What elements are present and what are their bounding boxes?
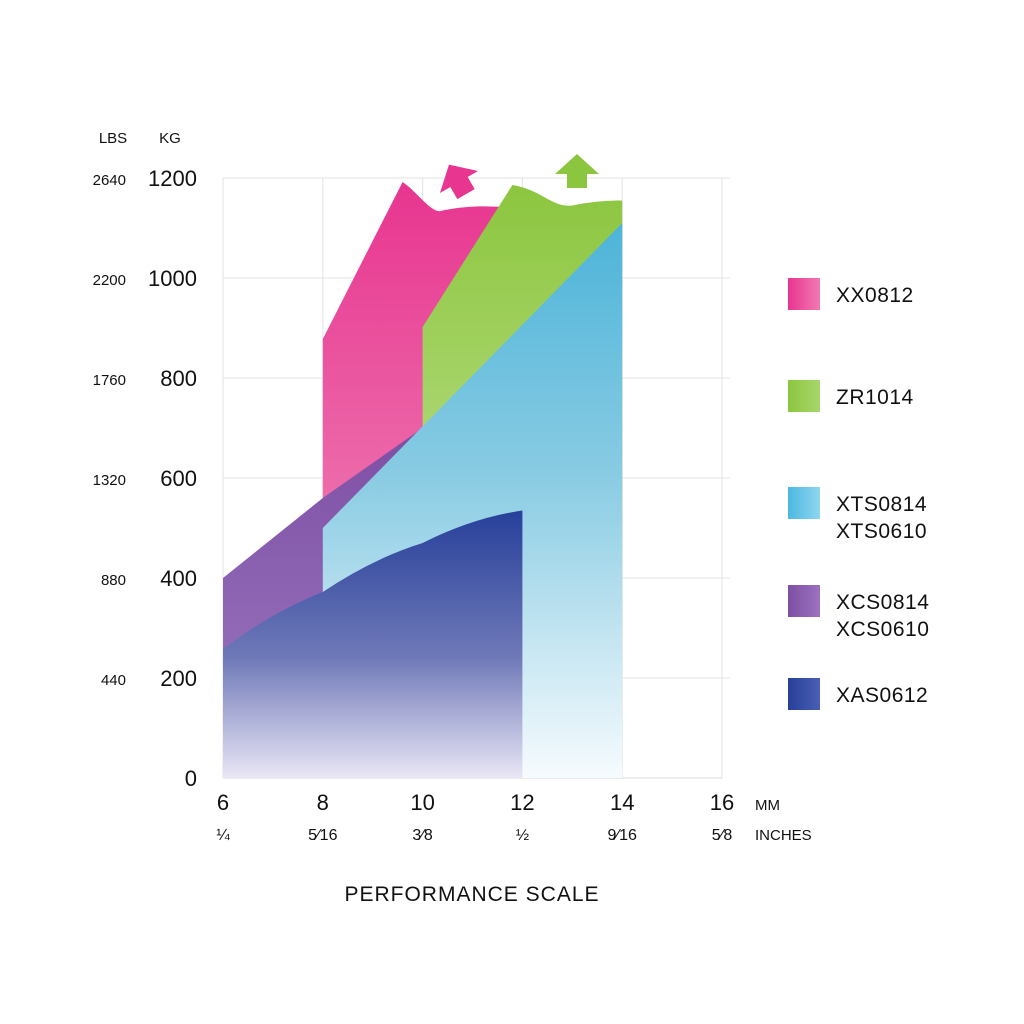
legend-label-line: XX0812 [836, 284, 914, 307]
x-tick-inches: ½ [516, 827, 529, 844]
arrow-up-icon [555, 154, 599, 188]
y-tick-lbs: 2640 [93, 172, 126, 189]
legend-label: ZR1014 [836, 386, 914, 409]
x-tick-mm: 16 [710, 790, 734, 815]
legend: XX0812 ZR1014 XTS0814 XTS0610 XCS0814 XCS0610… [788, 278, 929, 710]
legend-label-line: XCS0814 [836, 591, 929, 614]
legend-label-line: XTS0814 [836, 493, 927, 516]
x-tick-mm: 8 [317, 790, 329, 815]
plot-areas [223, 182, 623, 778]
x-tick-inches: 3⁄8 [412, 827, 433, 844]
x-axis-title: PERFORMANCE SCALE [344, 883, 599, 906]
legend-label-line: XAS0612 [836, 684, 928, 707]
x-tick-inches: ¼ [216, 827, 230, 844]
x-unit-mm: MM [755, 797, 780, 814]
legend-swatch [788, 678, 820, 710]
y-tick-kg: 1000 [148, 266, 197, 291]
legend-label-line: ZR1014 [836, 386, 914, 409]
y-tick-kg: 800 [160, 366, 197, 391]
y-tick-kg: 1200 [148, 166, 197, 191]
legend-swatch [788, 585, 820, 617]
y-tick-kg: 0 [185, 766, 197, 791]
legend-label-line: XCS0610 [836, 618, 929, 641]
y-unit-kg: KG [159, 130, 181, 147]
arrow-up-icon-shape [439, 164, 479, 200]
arrow-up-icon [439, 164, 479, 200]
y-tick-lbs: 2200 [93, 272, 126, 289]
y-tick-lbs: 1760 [93, 372, 126, 389]
legend-label: XCS0814 XCS0610 [836, 591, 929, 641]
overflow-arrows [439, 154, 599, 200]
y-unit-lbs: LBS [99, 130, 127, 147]
legend-swatch [788, 380, 820, 412]
y-tick-kg: 400 [160, 566, 197, 591]
arrow-up-icon-shape [555, 154, 599, 188]
legend-label: XTS0814 XTS0610 [836, 493, 927, 543]
x-tick-inches: 9⁄16 [608, 827, 637, 844]
legend-label: XAS0612 [836, 684, 928, 707]
x-tick-inches: 5⁄16 [308, 827, 337, 844]
x-tick-mm: 10 [410, 790, 434, 815]
axes: LBS KG 0 200 440 400 880 600 1320 800 1760 1000 2200… [93, 130, 812, 844]
y-tick-kg: 600 [160, 466, 197, 491]
legend-swatch [788, 487, 820, 519]
y-tick-lbs: 1320 [93, 472, 126, 489]
legend-label-line: XTS0610 [836, 520, 927, 543]
y-tick-kg: 200 [160, 666, 197, 691]
x-tick-mm: 6 [217, 790, 229, 815]
area-series-xas0612 [223, 510, 523, 778]
y-tick-lbs: 440 [101, 672, 126, 689]
y-tick-lbs: 880 [101, 572, 126, 589]
legend-label: XX0812 [836, 284, 914, 307]
x-unit-inches: INCHES [755, 827, 812, 844]
legend-swatch [788, 278, 820, 310]
x-tick-inches: 5⁄8 [712, 827, 733, 844]
x-tick-mm: 12 [510, 790, 534, 815]
x-tick-mm: 14 [610, 790, 634, 815]
